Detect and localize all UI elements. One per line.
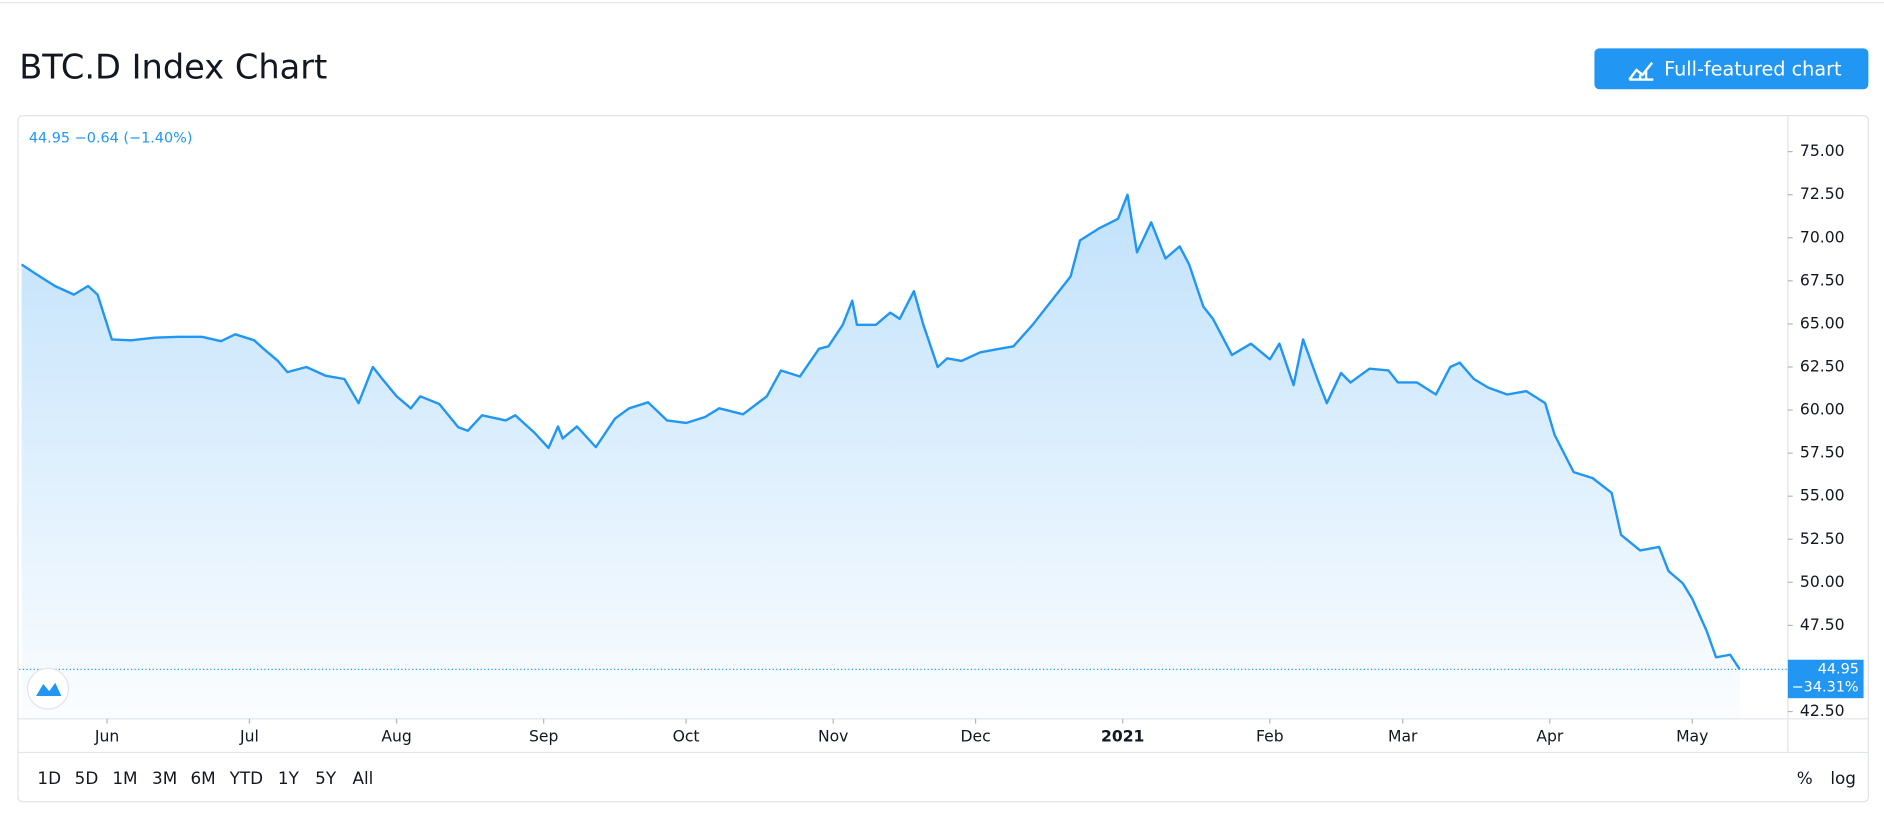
logo [27, 667, 70, 710]
range-button[interactable]: 5Y [315, 768, 337, 788]
range-button[interactable]: 3M [152, 768, 177, 788]
x-tick-label: Aug [381, 727, 411, 745]
area-fill [21, 194, 1740, 719]
legend-text: 44.95 −0.64 (−1.40%) [29, 130, 193, 146]
range-button[interactable]: YTD [229, 768, 264, 788]
full-chart-button[interactable]: Full-featured chart [1594, 48, 1869, 90]
x-tick-label: May [1676, 727, 1708, 745]
log-toggle[interactable]: log [1830, 768, 1856, 788]
y-tick-label: 62.50 [1800, 357, 1845, 375]
x-tick-label: 2021 [1101, 727, 1144, 745]
y-tick-label: 52.50 [1800, 530, 1845, 548]
range-button[interactable]: 1Y [278, 768, 300, 788]
x-tick-label: Mar [1388, 727, 1418, 745]
range-button[interactable]: 1D [37, 768, 61, 788]
plot [19, 151, 1793, 724]
y-tick-label: 42.50 [1800, 702, 1845, 720]
button-bg[interactable] [1594, 48, 1869, 90]
percent-toggle[interactable]: % [1797, 768, 1813, 788]
y-tick-label: 47.50 [1800, 616, 1845, 634]
range-button[interactable]: 1M [112, 768, 137, 788]
x-tick-label: Feb [1256, 727, 1284, 745]
y-tick-label: 55.00 [1800, 487, 1845, 505]
x-tick-label: Apr [1536, 727, 1564, 745]
x-tick-label: Sep [529, 727, 559, 745]
y-tick-label: 57.50 [1800, 444, 1845, 462]
y-tick-label: 67.50 [1800, 271, 1845, 289]
x-tick-label: Oct [673, 727, 700, 745]
y-tick-label: 75.00 [1800, 142, 1845, 160]
x-tick-label: Dec [960, 727, 990, 745]
last-price-label: 44.95 [1818, 661, 1859, 677]
chart-frame [17, 115, 1869, 803]
range-button[interactable]: 5D [75, 768, 99, 788]
x-tick-label: Nov [818, 727, 848, 745]
range-button[interactable]: All [352, 768, 373, 788]
x-tick-label: Jul [239, 727, 259, 745]
last-price-box [1787, 659, 1864, 699]
button-icon[interactable] [1628, 62, 1654, 81]
page-title: BTC.D Index Chart [19, 47, 327, 86]
button-label[interactable]: Full-featured chart [1664, 57, 1842, 80]
range-button[interactable]: 6M [190, 768, 215, 788]
y-tick-label: 65.00 [1800, 314, 1845, 332]
y-tick-label: 60.00 [1800, 401, 1845, 419]
last-change-label: −34.31% [1792, 679, 1859, 695]
price-line [20, 193, 1741, 670]
toolbar: 1D 5D 1M 3M 6M YTD 1Y 5Y All [37, 768, 373, 788]
x-tick-label: Jun [94, 727, 119, 745]
y-tick-label: 50.00 [1800, 573, 1845, 591]
logo-icon [36, 682, 62, 696]
y-tick-label: 70.00 [1800, 228, 1845, 246]
y-tick-label: 72.50 [1800, 185, 1845, 203]
